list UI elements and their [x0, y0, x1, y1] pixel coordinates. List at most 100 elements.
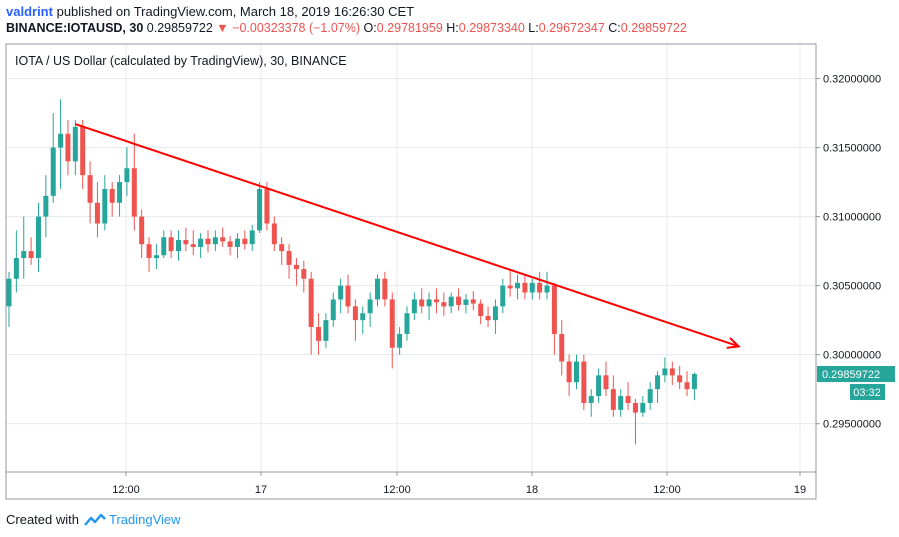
candle-body: [662, 368, 668, 376]
candle-body: [375, 278, 380, 300]
candle: [655, 371, 661, 403]
candle-body: [102, 188, 108, 224]
candle: [257, 182, 263, 234]
candle: [330, 292, 336, 328]
candle-body: [257, 188, 263, 231]
author-name[interactable]: valdrint: [6, 4, 53, 19]
candle: [308, 271, 314, 355]
candle: [470, 291, 476, 311]
candle: [426, 292, 432, 321]
candle-body: [50, 147, 56, 196]
candle-body: [80, 126, 86, 176]
candle: [139, 209, 145, 258]
candle-body: [433, 299, 439, 303]
candle-body: [220, 237, 226, 242]
candle-body: [94, 202, 100, 224]
candle: [212, 230, 218, 252]
candle: [316, 313, 322, 355]
candle-body: [404, 313, 410, 334]
candle: [463, 293, 469, 314]
candle: [293, 258, 299, 286]
y-tick-label: 0.31500000: [823, 143, 881, 155]
candle: [478, 299, 484, 325]
chart-title: IOTA / US Dollar (calculated by TradingV…: [15, 54, 347, 68]
x-tick-label: 18: [526, 484, 538, 496]
candle-body: [6, 278, 12, 307]
y-tick-label: 0.32000000: [823, 74, 881, 86]
candle-body: [316, 327, 322, 341]
candle-body: [588, 396, 594, 403]
candle-body: [507, 285, 513, 289]
candle-body: [234, 238, 240, 247]
x-tick-label: 12:00: [383, 484, 411, 496]
candle-body: [242, 238, 248, 245]
candle-body: [205, 238, 211, 245]
candle: [65, 119, 71, 176]
candle: [131, 133, 137, 231]
time-axis: 12:00 17 12:00 18 12:00 19: [112, 472, 806, 496]
candle: [301, 260, 307, 293]
high-value: 0.29873340: [458, 21, 525, 35]
candle: [13, 230, 19, 293]
high-label: H:: [446, 21, 459, 35]
candle: [625, 382, 631, 410]
candle-body: [566, 361, 572, 383]
candle-body: [109, 188, 115, 203]
candle: [382, 271, 388, 307]
candle-body: [500, 285, 506, 307]
candle-body: [308, 278, 314, 328]
candle-body: [345, 285, 351, 307]
tradingview-brand[interactable]: TradingView: [108, 512, 181, 527]
candle-body: [21, 251, 27, 258]
candle: [500, 278, 506, 314]
candle: [352, 299, 358, 341]
candle-body: [515, 282, 521, 289]
candle: [190, 230, 196, 256]
candle: [109, 182, 115, 217]
candle-body: [13, 258, 19, 279]
candle: [662, 357, 668, 383]
candle: [573, 354, 579, 390]
x-tick-label: 19: [794, 484, 806, 496]
candle-body: [529, 282, 535, 293]
y-tick-label: 0.30000000: [823, 350, 881, 362]
candle-body: [330, 299, 336, 321]
candle-body: [691, 373, 697, 390]
last-price-tag-label: 0.29859722: [822, 369, 880, 381]
candle: [6, 271, 12, 328]
candle-body: [625, 396, 631, 403]
candle-body: [117, 182, 123, 203]
candle: [242, 230, 248, 250]
candle: [419, 288, 425, 314]
candle: [610, 375, 616, 417]
candle-body: [492, 306, 498, 321]
candle-body: [559, 333, 565, 362]
candle-body: [581, 361, 587, 403]
candle: [72, 119, 78, 176]
candle: [264, 182, 270, 231]
candle: [603, 361, 609, 397]
candle: [205, 230, 211, 253]
chart-grid: [6, 44, 816, 472]
candle-body: [441, 302, 447, 307]
y-tick-label: 0.31000000: [823, 212, 881, 224]
candle: [640, 396, 646, 417]
candle-body: [655, 375, 661, 390]
candle: [360, 306, 366, 334]
candle: [389, 292, 395, 369]
candle: [323, 313, 329, 348]
footer: Created with TradingView: [6, 512, 181, 527]
candle: [411, 292, 417, 321]
last-price: 0.29859722: [146, 21, 213, 35]
candle-body: [389, 299, 395, 348]
candle-body: [87, 175, 93, 203]
quote-line: BINANCE:IOTAUSD, 30 0.29859722 ▼ −0.0032…: [6, 21, 687, 35]
candle: [286, 244, 292, 279]
candle-body: [367, 299, 373, 314]
candle-body: [58, 133, 64, 148]
candle-body: [271, 223, 277, 245]
candle: [28, 237, 34, 265]
candle: [397, 327, 403, 355]
candle: [684, 371, 690, 397]
